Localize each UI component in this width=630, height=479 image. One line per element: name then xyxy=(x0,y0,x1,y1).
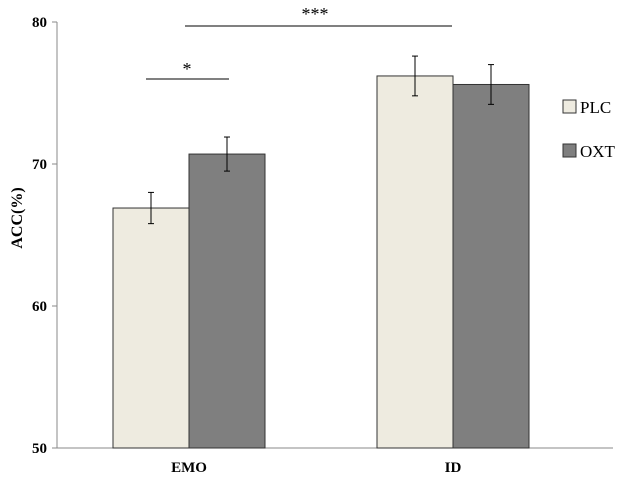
category-labels: EMO ID xyxy=(171,460,461,476)
legend-swatch-oxt xyxy=(562,143,577,158)
error-bars xyxy=(148,55,494,225)
bar-id-plc xyxy=(376,75,454,449)
x-category-label: ID xyxy=(445,460,462,476)
y-ticks: 50 60 70 80 xyxy=(32,15,57,457)
bars xyxy=(112,75,530,449)
legend-label-plc: PLC xyxy=(580,98,611,117)
y-tick-label: 80 xyxy=(32,15,47,31)
bar-id-oxt xyxy=(452,83,530,449)
significance-label: * xyxy=(183,59,192,79)
significance-annotations: **** xyxy=(146,4,452,80)
legend: PLC OXT xyxy=(562,98,616,161)
bar-emo-oxt xyxy=(188,153,266,449)
bar-emo-plc xyxy=(112,207,190,449)
y-axis-title: ACC(%) xyxy=(9,187,26,248)
x-category-label: EMO xyxy=(171,460,207,476)
significance-label: *** xyxy=(302,4,329,24)
y-tick-label: 60 xyxy=(32,299,47,315)
legend-swatch-plc xyxy=(562,99,577,114)
y-tick-label: 50 xyxy=(32,441,47,457)
y-tick-label: 70 xyxy=(32,157,47,173)
legend-label-oxt: OXT xyxy=(580,142,616,161)
